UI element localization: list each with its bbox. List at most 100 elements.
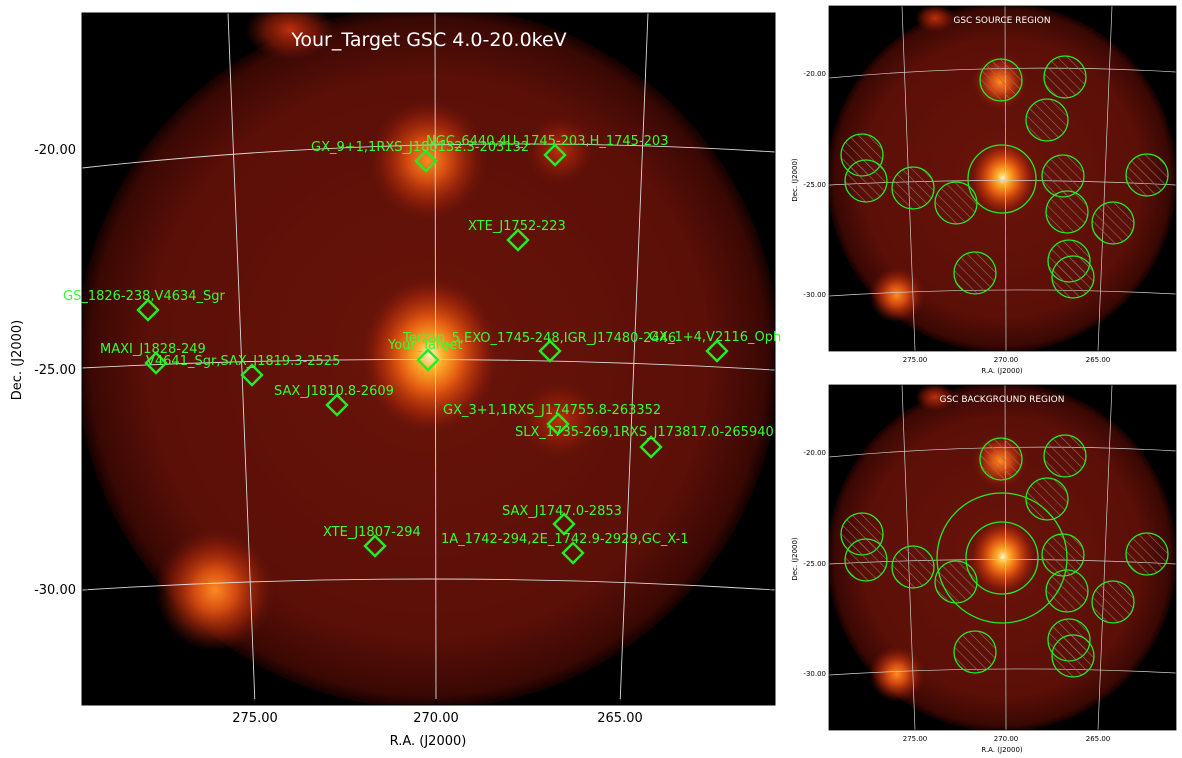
source-label: MAXI_J1828-249 xyxy=(100,342,206,357)
bkg-y-tick-30: -30.00 xyxy=(803,670,826,678)
src-y-tick-20: -20.00 xyxy=(803,70,826,78)
source-marker xyxy=(506,228,530,252)
main-y-tick-20: -20.00 xyxy=(34,143,76,158)
src-x-tick-275: 275.00 xyxy=(903,356,928,364)
exclusion-region xyxy=(1125,532,1169,576)
source-marker xyxy=(363,534,387,558)
source-label: V4641_Sgr,SAX_J1819.3-2525 xyxy=(146,354,340,369)
bkg-frame xyxy=(828,384,1177,731)
exclusion-region xyxy=(979,437,1023,481)
bkg-inner-circle xyxy=(965,521,1039,595)
exclusion-region xyxy=(1043,434,1087,478)
source-label: GS_1826-238,V4634_Sgr xyxy=(63,289,226,304)
exclusion-region xyxy=(979,58,1023,102)
exclusion-region xyxy=(891,166,935,210)
main-glow-lower-left xyxy=(155,528,275,652)
main-grid-ra-265 xyxy=(619,13,649,705)
main-y-tick-30: -30.00 xyxy=(34,583,76,598)
main-target-glow xyxy=(360,275,500,435)
bkg-glow-lower-left xyxy=(869,646,925,702)
exclusion-region xyxy=(1025,477,1069,521)
main-grid-ra-275 xyxy=(227,13,256,705)
src-target-glow xyxy=(969,140,1037,216)
exclusion-region xyxy=(1045,569,1089,613)
source-label: GX_3+1,1RXS_J174755.8-263352 xyxy=(443,403,661,418)
main-grid-dec-20 xyxy=(82,143,775,169)
main-y-axis-label: Dec. (J2000) xyxy=(10,320,25,400)
exclusion-region xyxy=(844,159,888,203)
exclusion-region xyxy=(1051,255,1095,299)
main-x-axis-label: R.A. (J2000) xyxy=(390,734,467,749)
main-glow-gx9 xyxy=(368,98,488,222)
bkg-title: GSC BACKGROUND REGION xyxy=(940,395,1065,405)
bkg-x-axis-label: R.A. (J2000) xyxy=(981,746,1023,754)
src-glow-top-left xyxy=(915,6,955,32)
bkg-outer-annulus xyxy=(936,492,1068,624)
source-marker xyxy=(546,412,570,436)
exclusion-region xyxy=(1025,98,1069,142)
source-label: SLX_1735-269,1RXS_J173817.0-265940 xyxy=(515,425,774,440)
source-marker xyxy=(561,541,585,565)
src-y-tick-30: -30.00 xyxy=(803,291,826,299)
exclusion-region xyxy=(1045,190,1089,234)
exclusion-region xyxy=(1041,533,1085,577)
exclusion-region xyxy=(1091,580,1135,624)
main-sky-image xyxy=(82,13,775,705)
bkg-x-tick-270: 270.00 xyxy=(994,735,1019,743)
main-glow-top xyxy=(245,13,335,60)
exclusion-region xyxy=(953,630,997,674)
source-marker xyxy=(136,298,160,322)
source-region-panel: GSC SOURCE REGION 275.00 270.00 265.00 R… xyxy=(791,5,1177,375)
source-marker xyxy=(543,143,567,167)
src-x-tick-265: 265.00 xyxy=(1086,356,1111,364)
exclusion-region xyxy=(953,251,997,295)
source-marker xyxy=(538,339,562,363)
src-x-tick-270: 270.00 xyxy=(994,356,1019,364)
bkg-y-axis-label: Dec. (J2000) xyxy=(791,537,799,581)
target-marker xyxy=(416,348,440,372)
main-grid-dec-25 xyxy=(82,359,775,371)
target-label: Your_Target xyxy=(387,338,462,353)
source-label: NGC_6440,4U_1745-203,H_1745-203 xyxy=(426,134,668,149)
main-grid-dec-30 xyxy=(82,578,775,591)
exclusion-region xyxy=(1043,55,1087,99)
main-glow-gx3 xyxy=(518,380,602,460)
source-marker xyxy=(414,149,438,173)
main-coordinate-grid xyxy=(82,13,775,705)
src-source-circle xyxy=(967,144,1037,214)
exclusion-region xyxy=(844,538,888,582)
src-x-axis-label: R.A. (J2000) xyxy=(981,367,1023,375)
source-label: 1A_1742-294,2E_1742.9-2929,GC_X-1 xyxy=(441,532,689,547)
exclusion-region xyxy=(1091,201,1135,245)
main-ticks xyxy=(82,148,775,705)
source-label: GX_9+1,1RXS_J180132.3-203132 xyxy=(311,140,529,155)
main-x-tick-275: 275.00 xyxy=(232,711,278,726)
src-glow-lower-left xyxy=(869,267,925,323)
exclusion-region xyxy=(1041,154,1085,198)
exclusion-region xyxy=(934,181,978,225)
source-label: XTE_J1807-294 xyxy=(323,525,421,540)
exclusion-region xyxy=(1051,634,1095,678)
exclusion-region xyxy=(1125,153,1169,197)
bkg-target-glow xyxy=(969,519,1037,595)
source-marker xyxy=(705,339,729,363)
source-label: XTE_J1752-223 xyxy=(468,219,566,234)
main-y-tick-25: -25.00 xyxy=(34,363,76,378)
main-frame xyxy=(81,12,776,706)
bkg-y-tick-25: -25.00 xyxy=(803,560,826,568)
bkg-exclusion-regions xyxy=(840,434,1169,678)
main-source-labels: Your_Target NGC_6440,4U_1745-203,H_1745-… xyxy=(63,134,781,547)
src-title: GSC SOURCE REGION xyxy=(953,16,1050,26)
bkg-glow-top-left xyxy=(915,385,955,411)
source-marker xyxy=(325,393,349,417)
source-marker xyxy=(240,363,264,387)
background-region-panel: GSC BACKGROUND REGION 275.00 270.00 265.… xyxy=(791,384,1177,754)
source-label: SAX_J1747.0-2853 xyxy=(502,504,622,519)
src-exclusion-regions xyxy=(840,55,1169,299)
main-source-markers xyxy=(136,143,729,565)
bkg-y-tick-20: -20.00 xyxy=(803,449,826,457)
main-x-tick-270: 270.00 xyxy=(413,711,459,726)
main-x-tick-265: 265.00 xyxy=(597,711,643,726)
source-label: GX_1+4,V2116_Oph xyxy=(649,330,781,345)
